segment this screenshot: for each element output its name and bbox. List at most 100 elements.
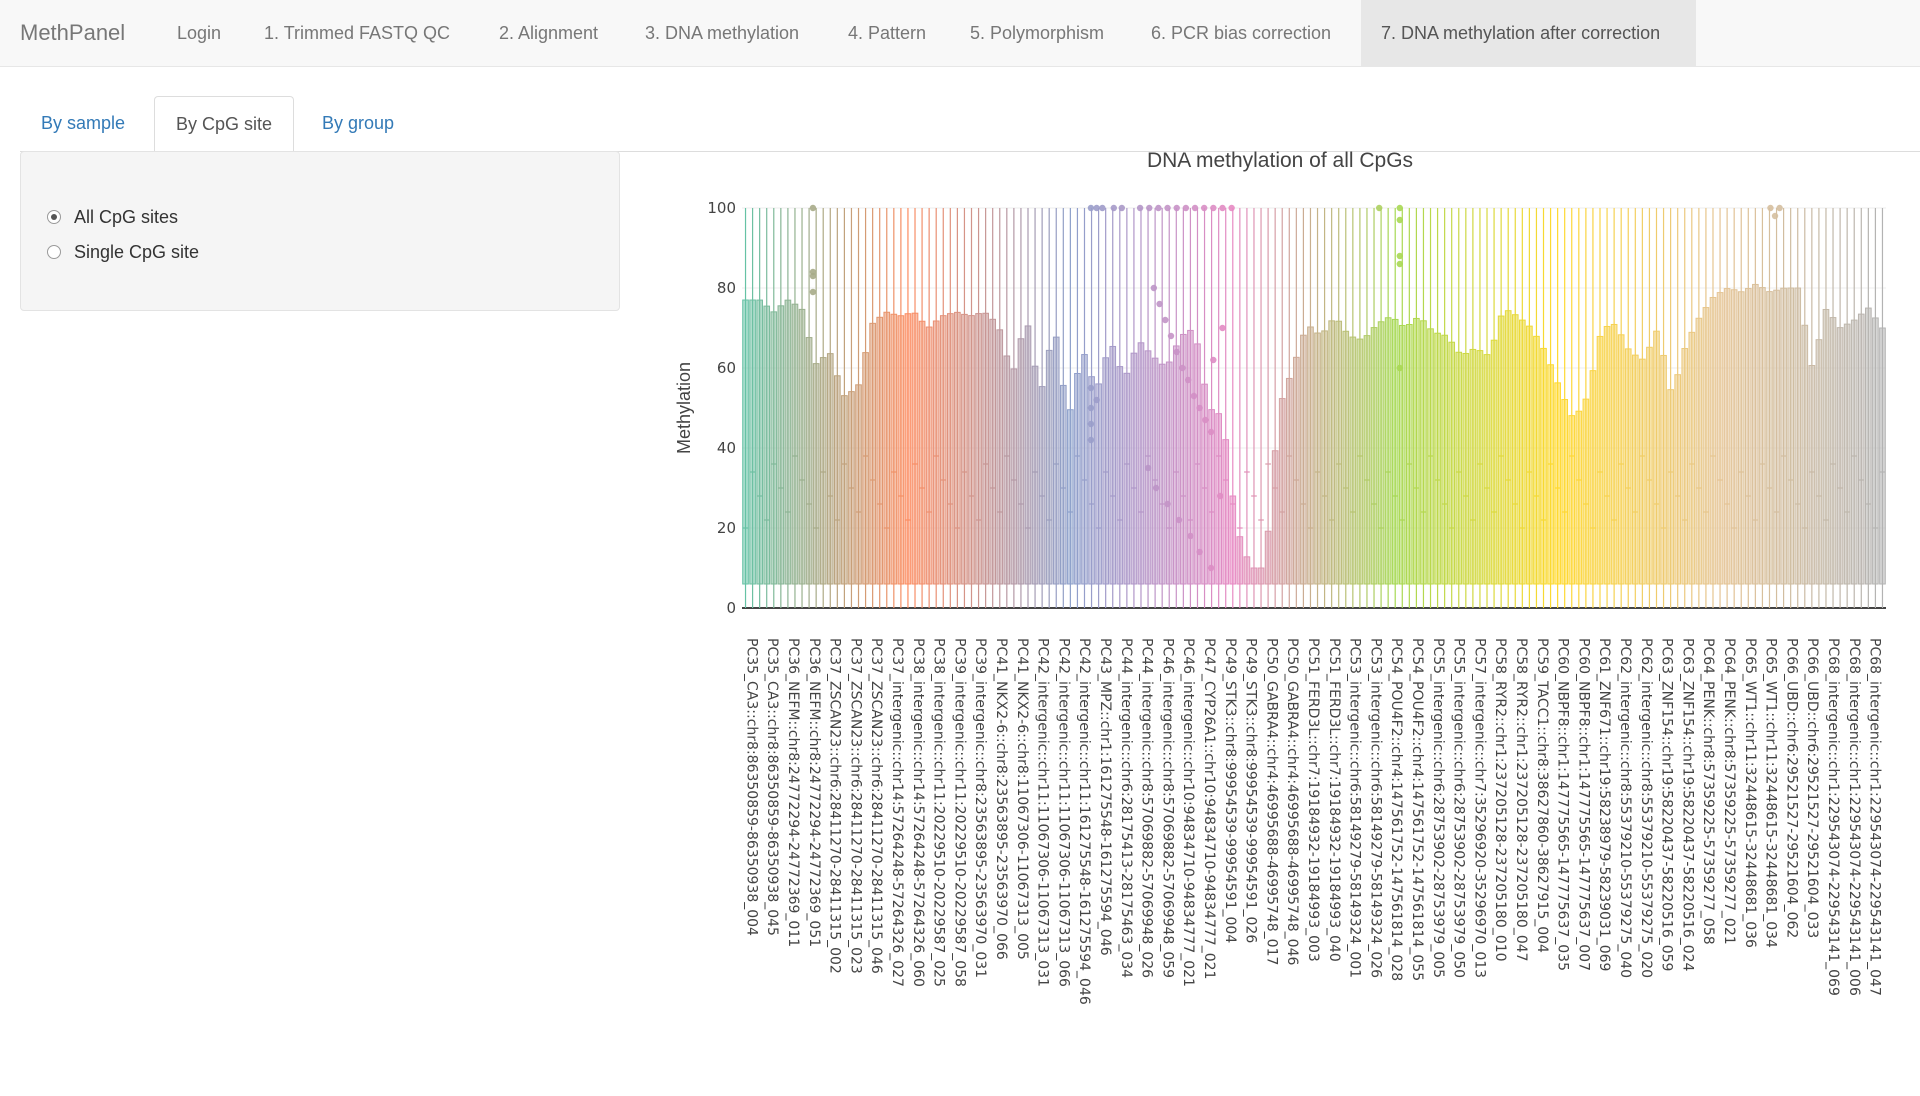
box[interactable] <box>1476 208 1484 608</box>
box[interactable] <box>1794 208 1802 608</box>
box[interactable] <box>897 208 905 608</box>
box[interactable] <box>876 208 884 608</box>
outlier-point[interactable] <box>1136 204 1144 212</box>
box[interactable] <box>1723 208 1731 608</box>
box[interactable] <box>1702 208 1710 608</box>
box[interactable] <box>1321 208 1328 608</box>
box[interactable] <box>1822 208 1830 608</box>
outlier-point[interactable] <box>1152 484 1160 492</box>
box[interactable] <box>1271 208 1279 608</box>
box[interactable] <box>805 208 813 608</box>
box[interactable] <box>742 208 749 608</box>
box[interactable] <box>1836 208 1844 608</box>
box[interactable] <box>1137 208 1145 608</box>
outlier-point[interactable] <box>1200 204 1208 212</box>
outlier-point[interactable] <box>1396 260 1403 268</box>
outlier-point[interactable] <box>1196 548 1203 556</box>
box[interactable] <box>1151 208 1159 608</box>
outlier-point[interactable] <box>1179 364 1186 372</box>
box[interactable] <box>1857 208 1865 608</box>
box[interactable] <box>1872 208 1879 608</box>
box[interactable] <box>1511 208 1519 608</box>
box[interactable] <box>1215 208 1222 608</box>
box[interactable] <box>1490 208 1498 608</box>
box[interactable] <box>1716 208 1724 608</box>
nav-pcr-bias-correction[interactable]: 6. PCR bias correction <box>1151 23 1332 43</box>
box[interactable] <box>996 208 1004 608</box>
outlier-point[interactable] <box>1099 204 1106 212</box>
nav-alignment[interactable]: 2. Alignment <box>499 23 599 43</box>
box[interactable] <box>968 208 975 608</box>
box[interactable] <box>1681 208 1689 608</box>
box[interactable] <box>1518 208 1526 608</box>
box[interactable] <box>1603 208 1611 608</box>
box[interactable] <box>1003 208 1011 608</box>
nav-dna-methylation-after-correction[interactable]: 7. DNA methylation after correction <box>1361 0 1696 66</box>
outlier-point[interactable] <box>1196 404 1203 412</box>
outlier-point[interactable] <box>1396 204 1403 212</box>
outlier-point[interactable] <box>1228 204 1235 212</box>
box[interactable] <box>826 208 834 608</box>
box[interactable] <box>1081 208 1088 608</box>
box[interactable] <box>1815 208 1823 608</box>
box[interactable] <box>1843 208 1851 608</box>
box[interactable] <box>1059 208 1067 608</box>
box[interactable] <box>1314 208 1321 608</box>
box[interactable] <box>1850 208 1858 608</box>
outlier-point[interactable] <box>1156 300 1163 308</box>
outlier-point[interactable] <box>1210 356 1217 364</box>
outlier-point[interactable] <box>1187 532 1194 540</box>
box[interactable] <box>1533 208 1540 608</box>
box[interactable] <box>883 208 891 608</box>
outlier-point[interactable] <box>1087 436 1095 444</box>
box[interactable] <box>1688 208 1696 608</box>
outlier-point[interactable] <box>1767 204 1774 212</box>
box[interactable] <box>1780 208 1787 608</box>
radio-single-cpg-site[interactable]: Single CpG site <box>47 240 199 264</box>
outlier-point[interactable] <box>1175 516 1183 524</box>
box[interactable] <box>869 208 876 608</box>
box[interactable] <box>1787 208 1794 608</box>
box[interactable] <box>1752 208 1759 608</box>
box[interactable] <box>911 208 919 608</box>
outlier-point[interactable] <box>1210 204 1217 212</box>
nav-polymorphism[interactable]: 5. Polymorphism <box>970 23 1105 43</box>
box[interactable] <box>1554 208 1561 608</box>
box[interactable] <box>1660 208 1667 608</box>
box[interactable] <box>1285 208 1293 608</box>
box[interactable] <box>1434 208 1441 608</box>
outlier-point[interactable] <box>1207 564 1215 572</box>
box[interactable] <box>1165 208 1173 608</box>
box[interactable] <box>1427 208 1434 608</box>
box[interactable] <box>975 208 982 608</box>
box[interactable] <box>862 208 869 608</box>
box[interactable] <box>1667 208 1674 608</box>
box[interactable] <box>989 208 997 608</box>
box[interactable] <box>1172 208 1180 608</box>
box[interactable] <box>1596 208 1604 608</box>
box[interactable] <box>1158 208 1166 608</box>
box[interactable] <box>1229 208 1237 608</box>
box[interactable] <box>1730 208 1738 608</box>
box[interactable] <box>982 208 989 608</box>
box[interactable] <box>756 208 763 608</box>
radio-all-cpg-sites[interactable]: All CpG sites <box>47 205 178 229</box>
outlier-point[interactable] <box>1093 204 1100 212</box>
box[interactable] <box>904 208 912 608</box>
nav-dna-methylation[interactable]: 3. DNA methylation <box>645 23 800 43</box>
box[interactable] <box>1356 208 1364 608</box>
box[interactable] <box>1441 208 1448 608</box>
outlier-point[interactable] <box>1182 204 1190 212</box>
outlier-point[interactable] <box>1173 204 1180 212</box>
tab-by-sample[interactable]: By sample <box>41 113 126 133</box>
outlier-point[interactable] <box>1087 404 1095 412</box>
box[interactable] <box>1483 208 1491 608</box>
tab-by-group[interactable]: By group <box>322 113 395 133</box>
nav-login[interactable]: Login <box>177 23 222 43</box>
outlier-point[interactable] <box>1376 204 1383 212</box>
box[interactable] <box>1391 208 1399 608</box>
box[interactable] <box>1208 208 1215 608</box>
outlier-point[interactable] <box>1144 464 1152 472</box>
box[interactable] <box>1038 208 1046 608</box>
outlier-point[interactable] <box>1167 332 1175 340</box>
